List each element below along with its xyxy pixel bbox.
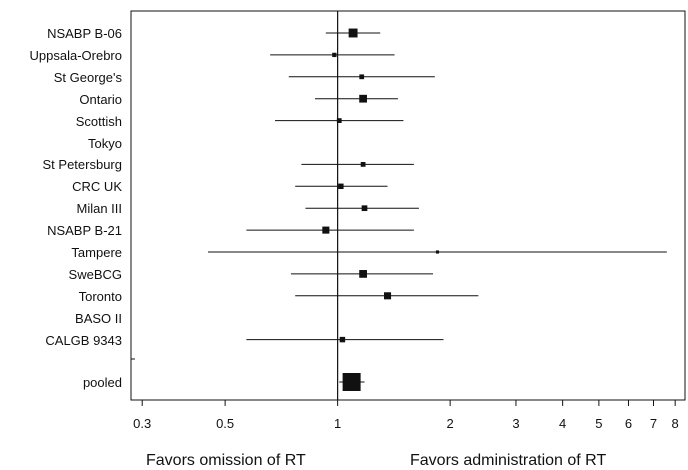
study-row xyxy=(270,52,395,58)
caption-favors-administration: Favors administration of RT xyxy=(410,452,607,469)
point-estimate xyxy=(348,28,358,38)
study-rows xyxy=(208,28,667,391)
plot-frame xyxy=(130,10,686,401)
study-row xyxy=(325,28,381,38)
pooled-estimate xyxy=(342,373,361,391)
point-estimate xyxy=(339,336,346,343)
point-estimate xyxy=(359,270,367,278)
study-row xyxy=(246,226,414,234)
study-row xyxy=(290,270,434,278)
study-label: SweBCG xyxy=(69,267,122,282)
study-label: Toronto xyxy=(79,289,122,304)
x-tick-label: 3 xyxy=(512,416,519,431)
x-tick-label: 6 xyxy=(625,416,632,431)
point-estimate xyxy=(359,94,367,103)
caption-favors-omission: Favors omission of RT xyxy=(146,452,306,469)
point-estimate xyxy=(338,183,344,190)
study-label: Milan III xyxy=(76,201,122,216)
study-label: CRC UK xyxy=(72,179,122,194)
x-tick-label: 5 xyxy=(595,416,602,431)
study-label: St Petersburg xyxy=(43,157,123,172)
study-row xyxy=(208,250,667,254)
x-tick-label: 8 xyxy=(672,416,679,431)
point-estimate xyxy=(360,162,366,167)
plot-border xyxy=(130,10,686,401)
point-estimate xyxy=(322,226,330,234)
study-row xyxy=(246,336,444,343)
point-estimate xyxy=(359,74,365,80)
study-label: Scottish xyxy=(76,114,122,129)
study-label: NSABP B-06 xyxy=(47,26,122,41)
x-axis: 0.3 0.5 1 2 3 4 5 6 7 8 xyxy=(133,400,679,431)
x-tick-label: 2 xyxy=(447,416,454,431)
x-tick-label: 1 xyxy=(334,416,341,431)
study-label: Tampere xyxy=(71,245,122,260)
study-label: St George's xyxy=(54,70,123,85)
study-row xyxy=(295,292,479,300)
x-tick-label: 4 xyxy=(559,416,566,431)
study-label: CALGB 9343 xyxy=(45,333,122,348)
study-label: Uppsala-Orebro xyxy=(30,48,123,63)
study-label: NSABP B-21 xyxy=(47,223,122,238)
study-row xyxy=(315,94,398,103)
study-row xyxy=(301,162,414,167)
pooled-row xyxy=(339,373,365,391)
study-label: Tokyo xyxy=(88,136,122,151)
point-estimate xyxy=(361,205,368,212)
study-labels: NSABP B-06 Uppsala-Orebro St George's Ontar… xyxy=(30,26,123,390)
point-estimate xyxy=(332,52,337,58)
x-tick-label: 0.3 xyxy=(133,416,151,431)
study-label: BASO II xyxy=(75,311,122,326)
study-row xyxy=(305,205,419,212)
point-estimate xyxy=(384,292,392,300)
x-tick-label: 7 xyxy=(650,416,657,431)
point-estimate xyxy=(435,250,440,254)
pooled-label: pooled xyxy=(83,375,122,390)
study-row xyxy=(288,74,435,80)
x-tick-label: 0.5 xyxy=(216,416,234,431)
point-estimate xyxy=(336,118,342,123)
study-label: Ontario xyxy=(79,92,122,107)
study-row xyxy=(275,118,404,123)
study-row xyxy=(295,183,388,190)
